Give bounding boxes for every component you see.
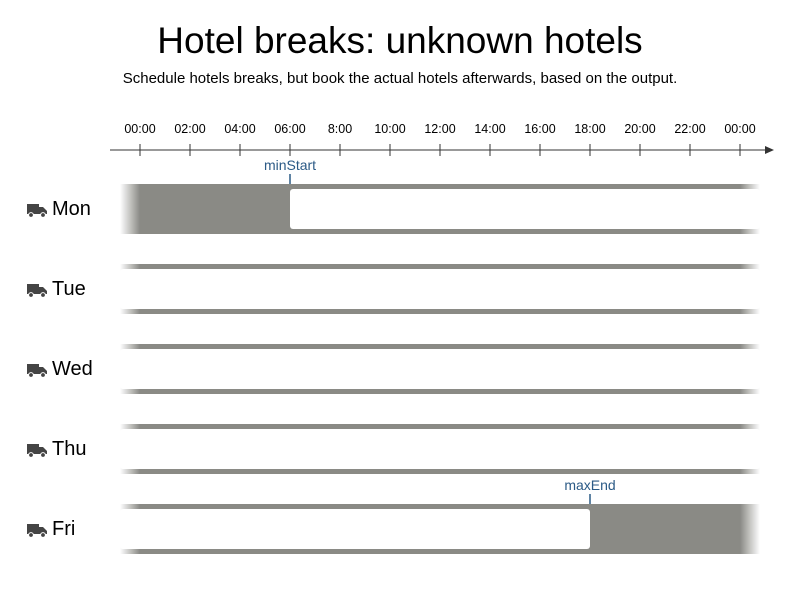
- axis-tick-label: 04:00: [224, 122, 255, 136]
- truck-icon: [26, 201, 48, 218]
- axis-tick-label: 22:00: [674, 122, 705, 136]
- day-label-text: Fri: [52, 517, 76, 540]
- available-window: [120, 349, 760, 389]
- page-title: Hotel breaks: unknown hotels: [157, 20, 643, 61]
- edge-fade-left: [120, 344, 140, 394]
- day-label-text: Wed: [52, 357, 93, 380]
- day-rows: [120, 184, 760, 554]
- day-label-mon: Mon: [26, 197, 91, 221]
- page-subtitle: Schedule hotels breaks, but book the act…: [122, 70, 678, 87]
- day-row-tue: [120, 264, 760, 314]
- truck-icon: [26, 281, 48, 298]
- day-row-thu: [120, 424, 760, 474]
- axis-tick-label: 20:00: [624, 122, 655, 136]
- truck-icon: [26, 441, 48, 458]
- edge-fade-right: [740, 424, 760, 474]
- axis-tick-label: 10:00: [374, 122, 405, 136]
- axis-tick-label: 12:00: [424, 122, 455, 136]
- day-label-text: Thu: [52, 437, 87, 460]
- edge-fade-right: [740, 264, 760, 314]
- truck-icon: [26, 521, 48, 538]
- edge-fade-right: [740, 184, 760, 234]
- axis-tick-label: 14:00: [474, 122, 505, 136]
- marker-label-maxEnd: maxEnd: [564, 477, 615, 493]
- day-label-tue: Tue: [26, 277, 86, 301]
- day-label-text: Tue: [52, 277, 86, 300]
- truck-icon: [26, 361, 48, 378]
- available-window: [290, 189, 760, 229]
- available-window: [120, 269, 760, 309]
- axis-arrowhead: [765, 146, 774, 154]
- time-axis: 00:00 02:00 04:00 06:00 8:00 10:00 12:00 14:00 1…: [110, 122, 774, 156]
- day-label-fri: Fri: [26, 517, 75, 541]
- available-window: [120, 509, 590, 549]
- axis-tick-label: 06:00: [274, 122, 305, 136]
- marker-label-minStart: minStart: [264, 157, 316, 173]
- day-row-mon: [120, 184, 760, 234]
- edge-fade-left: [120, 504, 140, 554]
- time-markers: minStart maxEnd: [264, 157, 616, 504]
- edge-fade-right: [740, 344, 760, 394]
- day-label-text: Mon: [52, 197, 91, 220]
- day-label-thu: Thu: [26, 437, 86, 461]
- axis-tick-label: 02:00: [174, 122, 205, 136]
- available-window: [120, 429, 760, 469]
- edge-fade-right: [740, 504, 760, 554]
- edge-fade-left: [120, 264, 140, 314]
- axis-tick-label: 00:00: [124, 122, 155, 136]
- edge-fade-left: [120, 184, 140, 234]
- axis-tick-label: 18:00: [574, 122, 605, 136]
- axis-tick-label: 16:00: [524, 122, 555, 136]
- edge-fade-left: [120, 424, 140, 474]
- day-row-fri: [120, 504, 760, 554]
- axis-tick-label: 00:00: [724, 122, 755, 136]
- day-row-wed: [120, 344, 760, 394]
- day-label-wed: Wed: [26, 357, 93, 381]
- axis-tick-label: 8:00: [328, 122, 352, 136]
